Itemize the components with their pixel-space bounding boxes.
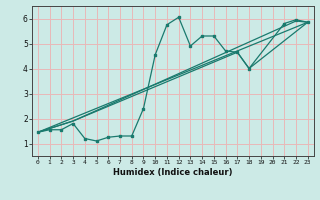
X-axis label: Humidex (Indice chaleur): Humidex (Indice chaleur) (113, 168, 233, 177)
